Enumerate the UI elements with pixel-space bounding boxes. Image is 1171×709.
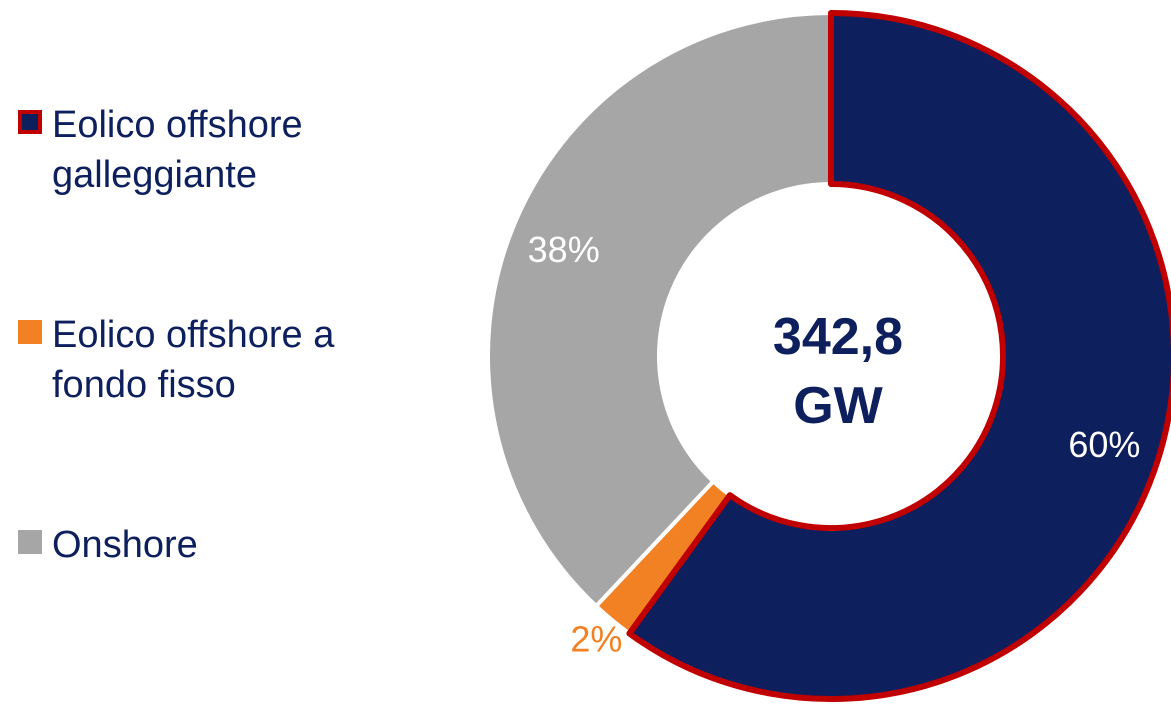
slice-label-1: 2%	[570, 619, 622, 660]
legend-label-fondo-fisso: Eolico offshore a fondo fisso	[52, 314, 335, 406]
slice-label-0: 60%	[1068, 424, 1140, 465]
legend-swatch-galleggiante	[18, 110, 42, 134]
legend-swatch-onshore	[18, 530, 42, 554]
slice-eolico-offshore-galleggiante	[626, 10, 1171, 702]
legend-item-fondo-fisso: Eolico offshore a fondo fisso	[18, 310, 392, 410]
legend-label-onshore: Onshore	[52, 524, 198, 566]
slices-group	[486, 10, 1171, 702]
center-unit: GW	[793, 377, 883, 435]
slice-onshore	[486, 11, 833, 609]
legend-swatch-fondo-fisso	[18, 320, 42, 344]
slice-label-2: 38%	[528, 229, 600, 270]
labels-group: 60% 2% 38%	[528, 229, 1141, 659]
legend-label-galleggiante: Eolico offshore galleggiante	[52, 104, 303, 196]
legend-item-galleggiante: Eolico offshore galleggiante	[18, 100, 392, 200]
center-value: 342,8	[773, 308, 903, 366]
legend-item-onshore: Onshore	[18, 520, 392, 570]
